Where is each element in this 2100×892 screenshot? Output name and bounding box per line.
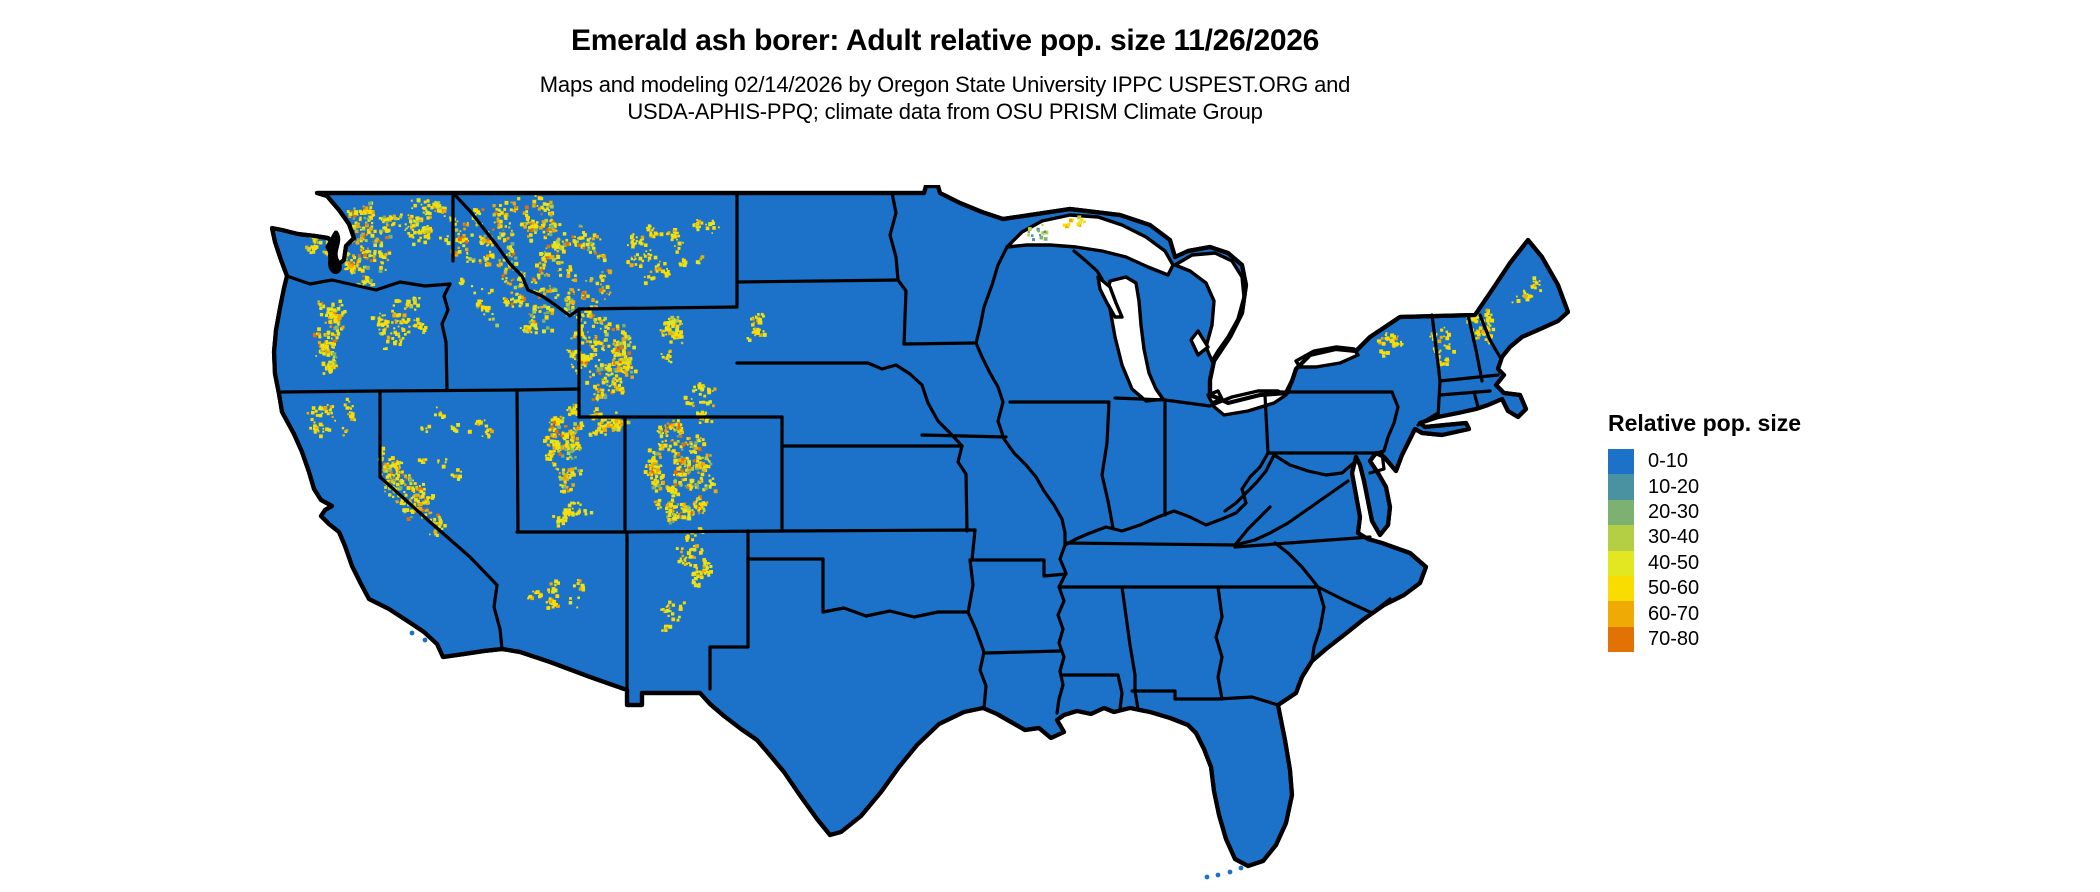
- state-border: [1472, 390, 1480, 409]
- legend-title: Relative pop. size: [1608, 410, 1802, 436]
- state-border: [285, 274, 452, 292]
- legend-color-swatch: [1608, 449, 1634, 475]
- legend-item: 10-20: [1608, 474, 1801, 500]
- us-map-svg: [270, 185, 1570, 880]
- state-border: [1310, 585, 1326, 663]
- state-border: [1072, 249, 1104, 281]
- state-border: [577, 305, 739, 311]
- state-border: [1173, 695, 1280, 707]
- legend: Relative pop. size 0-10 10-20 20-30 30-40 40…: [1608, 410, 1802, 653]
- legend-label: 10-20: [1648, 475, 1700, 498]
- state-border: [1100, 400, 1115, 530]
- nation-outline-stroke: [270, 185, 1570, 869]
- island-dot: [452, 640, 458, 646]
- state-border: [1436, 379, 1442, 419]
- state-border: [1061, 673, 1124, 711]
- island-dot: [1215, 872, 1221, 878]
- state-border: [966, 610, 988, 710]
- island-dot: [409, 630, 415, 636]
- state-border: [1214, 585, 1224, 701]
- legend-item: 60-70: [1608, 601, 1801, 627]
- state-border: [1263, 393, 1270, 455]
- legend-item: 20-30: [1608, 499, 1801, 526]
- legend-label: 40-50: [1648, 551, 1700, 574]
- state-border: [735, 361, 912, 376]
- legend-color-swatch: [1608, 626, 1634, 653]
- great-lake: [1189, 329, 1210, 357]
- state-border: [1374, 390, 1400, 455]
- state-border: [970, 528, 977, 562]
- great-lake: [1106, 275, 1165, 403]
- state-border: [896, 278, 908, 346]
- state-border: [1233, 505, 1272, 547]
- state-border: [440, 282, 452, 391]
- state-border: [984, 649, 1062, 655]
- state-border: [1233, 479, 1350, 547]
- legend-rows: 0-10 10-20 20-30 30-40 40-50 50-60 60-70 70-80: [1608, 449, 1801, 653]
- island-dot: [437, 634, 443, 640]
- legend-color-swatch: [1608, 499, 1634, 526]
- state-border: [280, 387, 581, 394]
- state-border: [1233, 535, 1372, 549]
- great-lake: [1294, 345, 1360, 369]
- legend-item: 30-40: [1608, 525, 1801, 551]
- island-dot: [1227, 869, 1233, 875]
- state-border: [451, 191, 581, 318]
- legend-color-swatch: [1608, 525, 1634, 551]
- state-border: [1438, 389, 1492, 397]
- state-border: [378, 389, 504, 651]
- legend-label: 70-80: [1648, 627, 1700, 650]
- state-border: [515, 388, 520, 534]
- state-border: [1272, 453, 1358, 477]
- state-border: [735, 278, 900, 284]
- state-border: [1113, 396, 1212, 408]
- legend-color-swatch: [1608, 474, 1634, 500]
- state-border: [708, 557, 750, 691]
- state-border: [968, 558, 1068, 578]
- state-border: [956, 444, 969, 533]
- state-border: [1223, 453, 1276, 513]
- state-border: [1063, 451, 1270, 547]
- great-lake: [1005, 213, 1175, 277]
- map-subtitle: Maps and modeling 02/14/2026 by Oregon S…: [0, 71, 1890, 125]
- us-population-map: [270, 185, 1570, 885]
- state-border: [1120, 585, 1140, 711]
- legend-color-swatch: [1608, 550, 1634, 576]
- legend-item: 40-50: [1608, 550, 1801, 576]
- state-border: [1438, 373, 1500, 383]
- legend-color-swatch: [1608, 601, 1634, 627]
- state-border: [1273, 541, 1320, 589]
- state-border: [920, 433, 1008, 439]
- island-dot: [1204, 874, 1210, 880]
- state-border: [902, 341, 978, 346]
- state-border: [1466, 313, 1484, 383]
- page-title: Emerald ash borer: Adult relative pop. s…: [570, 24, 1319, 57]
- state-border: [515, 528, 977, 534]
- legend-item: 70-80: [1608, 626, 1801, 653]
- puget-sound-inlet: [325, 230, 342, 274]
- state-border: [1063, 541, 1237, 547]
- state-border: [746, 557, 970, 619]
- legend-color-swatch: [1608, 575, 1634, 602]
- legend-item: 0-10: [1608, 449, 1801, 475]
- legend-label: 60-70: [1648, 602, 1700, 625]
- subtitle-line-2: USDA-APHIS-PPQ; climate data from OSU PR…: [627, 99, 1263, 124]
- legend-label: 30-40: [1648, 526, 1700, 549]
- legend-label: 50-60: [1648, 577, 1700, 600]
- legend-label: 20-30: [1648, 500, 1700, 523]
- state-border: [966, 558, 975, 615]
- state-border: [1430, 313, 1442, 383]
- state-border: [974, 245, 1067, 547]
- state-border: [1478, 313, 1502, 359]
- legend-item: 50-60: [1608, 575, 1801, 602]
- subtitle-line-1: Maps and modeling 02/14/2026 by Oregon S…: [539, 72, 1351, 97]
- island-dot: [422, 637, 428, 643]
- state-border: [1130, 689, 1177, 701]
- great-lake: [1096, 275, 1124, 319]
- state-border: [888, 191, 900, 282]
- island-dot: [1238, 865, 1244, 871]
- legend-label: 0-10: [1648, 450, 1689, 473]
